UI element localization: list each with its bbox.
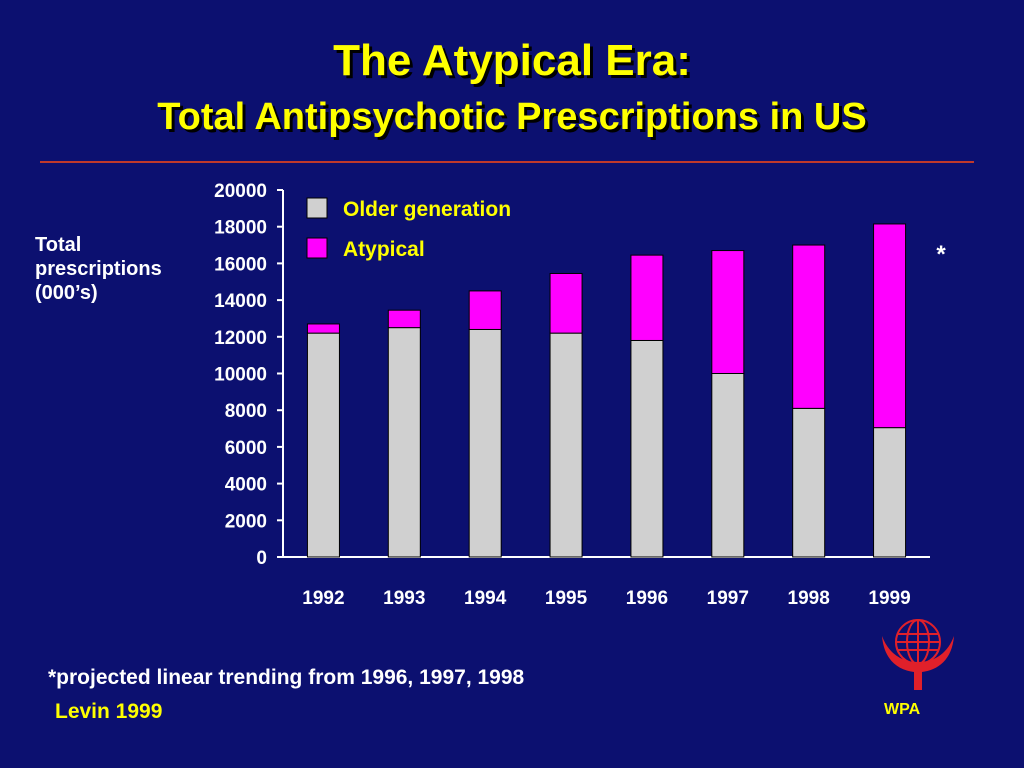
legend-label-atypical: Atypical xyxy=(343,238,425,261)
bar-atypical-1998 xyxy=(792,244,826,409)
y-tick-label: 0 xyxy=(256,548,267,569)
y-tick-label: 10000 xyxy=(214,365,267,386)
y-tick-label: 6000 xyxy=(225,438,267,459)
globe-hands-icon xyxy=(882,619,954,690)
x-tick-label: 1992 xyxy=(302,588,344,609)
y-tick-label: 2000 xyxy=(225,511,267,532)
legend-swatch-older xyxy=(306,197,328,219)
bar-older-1999 xyxy=(873,427,907,558)
y-axis-label-line-2: prescriptions xyxy=(35,258,162,280)
wpa-logo-text: WPA xyxy=(884,701,921,718)
bar-atypical-1999 xyxy=(873,223,907,429)
slide-title: The Atypical Era: xyxy=(333,36,691,85)
x-tick-label: 1993 xyxy=(383,588,425,609)
bar-atypical-1993 xyxy=(387,309,421,329)
bar-older-1997 xyxy=(711,373,745,558)
bar-older-1998 xyxy=(792,407,826,558)
footnote: *projected linear trending from 1996, 19… xyxy=(48,666,525,689)
title-divider xyxy=(40,161,974,163)
bar-older-1993 xyxy=(387,327,421,558)
y-tick-label: 20000 xyxy=(214,181,267,202)
bar-older-1994 xyxy=(468,328,502,558)
y-axis-label-line-3: (000’s) xyxy=(35,282,98,304)
bar-atypical-1996 xyxy=(630,254,664,341)
y-tick-label: 4000 xyxy=(225,475,267,496)
y-tick-label: 16000 xyxy=(214,254,267,275)
x-tick-label: 1994 xyxy=(464,588,507,609)
x-tick-label: 1999 xyxy=(868,588,910,609)
source-citation: Levin 1999 xyxy=(55,700,163,723)
y-tick-label: 14000 xyxy=(214,291,267,312)
slide-subtitle: Total Antipsychotic Prescriptions in US xyxy=(157,96,867,138)
bar-atypical-1995 xyxy=(549,272,583,334)
bar-atypical-1997 xyxy=(711,250,745,374)
y-tick-label: 12000 xyxy=(214,328,267,349)
legend-swatch-atypical xyxy=(306,237,328,259)
projection-asterisk: * xyxy=(936,241,946,268)
stacked-bar-chart: 0 2000 4000 6000 8000 10000 12000 14000 16000 180… xyxy=(214,181,946,609)
bar-atypical-1992 xyxy=(306,323,340,334)
bar-atypical-1994 xyxy=(468,290,502,330)
bar-older-1996 xyxy=(630,339,664,558)
x-tick-label: 1998 xyxy=(788,588,830,609)
x-tick-label: 1997 xyxy=(707,588,749,609)
x-tick-label: 1996 xyxy=(626,588,668,609)
x-tick-label: 1995 xyxy=(545,588,588,609)
bar-older-1992 xyxy=(306,332,340,558)
y-axis-label-line-1: Total xyxy=(35,234,82,256)
legend-label-older: Older generation xyxy=(343,198,511,221)
y-tick-label: 8000 xyxy=(225,401,267,422)
bar-older-1995 xyxy=(549,332,583,558)
y-axis-label: Total prescriptions (000’s) xyxy=(35,233,162,305)
y-tick-label: 18000 xyxy=(214,218,267,239)
